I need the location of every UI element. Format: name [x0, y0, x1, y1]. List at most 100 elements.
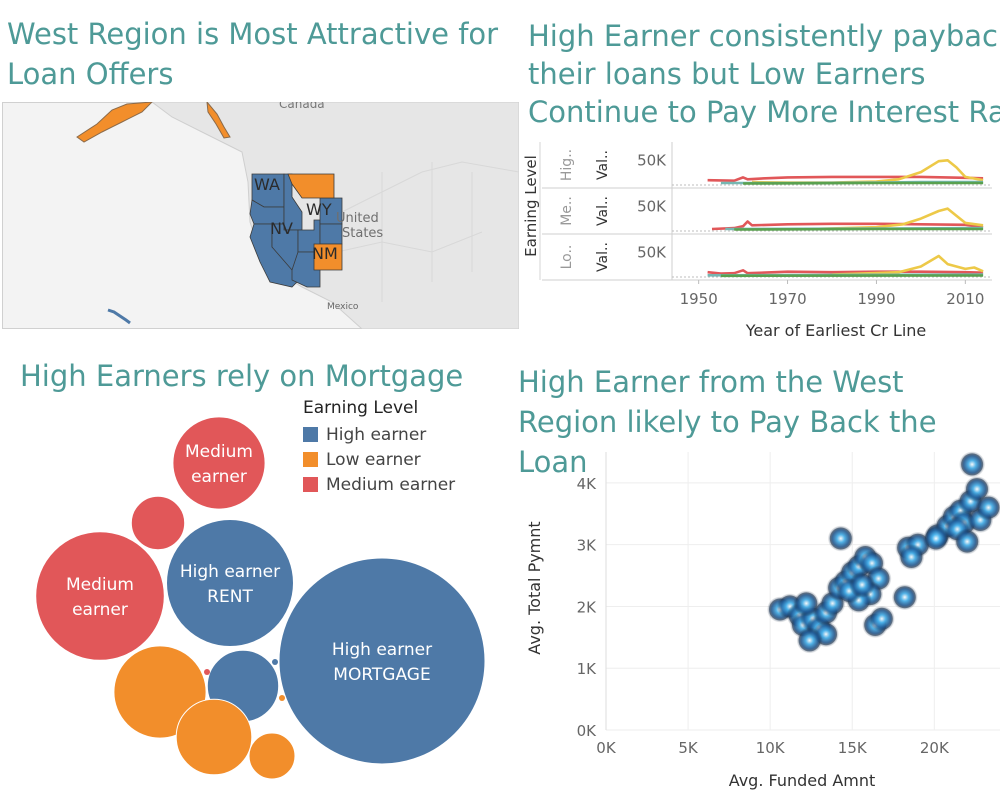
state-label-WA: WA — [254, 175, 280, 194]
x-tick-label: 10K — [756, 739, 786, 757]
x-tick-label: 1970 — [768, 290, 806, 308]
state-MT[interactable] — [287, 173, 335, 199]
facet-row-label: Me.. — [559, 196, 575, 226]
state-label-NM: NM — [312, 244, 338, 263]
label-states: States — [342, 226, 383, 241]
series-line — [809, 207, 984, 231]
bubble-label: earner — [72, 600, 128, 620]
bubble-tiny — [272, 659, 278, 665]
legend-title: Earning Level — [303, 398, 419, 418]
series-line — [751, 159, 984, 184]
bubble[interactable] — [175, 698, 253, 776]
y-tick-label: 4K — [577, 475, 598, 493]
bubble-circle — [35, 531, 165, 661]
x-tick-label: 0K — [596, 739, 617, 757]
bubble-tiny — [279, 695, 285, 701]
legend-item-medium[interactable]: Medium earner — [303, 472, 455, 497]
bubble-label: Medium — [66, 575, 134, 595]
bubble-label: Medium — [185, 442, 253, 462]
line-title-line-2: their loans but Low Earners — [528, 57, 926, 91]
row-axis-label: Earning Level — [522, 155, 540, 257]
density-point — [891, 584, 918, 611]
density-point — [959, 451, 986, 478]
density-point — [923, 525, 949, 552]
legend-swatch-high — [303, 427, 318, 442]
bubble[interactable] — [130, 495, 186, 551]
facet-row: Lo.. Val.. 50K — [542, 234, 992, 281]
facet-measure-label: Val.. — [595, 196, 611, 226]
state-borders — [341, 161, 519, 213]
density-point — [793, 590, 820, 617]
bubble-tiny — [204, 669, 210, 675]
legend-item-low[interactable]: Low earner — [303, 447, 455, 472]
bubble-chart[interactable]: High earner MORTGAGE High earner RENT Medium… — [0, 395, 500, 800]
facet-row-label: Hig.. — [559, 149, 575, 181]
bubble[interactable]: High earner RENT — [166, 519, 294, 647]
x-tick-label: 20K — [920, 739, 950, 757]
state-label-NV: NV — [270, 219, 293, 238]
state-HI[interactable] — [107, 308, 131, 325]
label-united: United — [336, 211, 379, 226]
y-tick-label: 0K — [577, 722, 598, 740]
x-tick-label: 1950 — [680, 290, 718, 308]
legend-swatch-low — [303, 452, 318, 467]
facet-measure-label: Val.. — [595, 150, 611, 180]
bubble-label: High earner — [180, 562, 280, 582]
series-line — [711, 220, 984, 231]
facet-row-label: Lo.. — [559, 245, 575, 270]
y-tick-label: 50K — [637, 197, 667, 215]
bubble[interactable] — [248, 732, 296, 780]
bubble-circle — [248, 732, 296, 780]
x-tick-label: 5K — [678, 739, 699, 757]
bubble-label: MORTGAGE — [333, 665, 430, 685]
x-axis-label: Year of Earliest Cr Line — [745, 321, 927, 340]
density-point — [827, 525, 854, 552]
bubble-label: High earner — [332, 640, 432, 660]
series-line — [743, 181, 984, 185]
x-tick-label: 2010 — [946, 290, 984, 308]
density-point — [868, 605, 895, 632]
y-tick-label: 50K — [637, 243, 667, 261]
bubble[interactable]: High earner MORTGAGE — [278, 557, 486, 765]
y-axis-label: Avg. Total Pymnt — [525, 521, 544, 654]
x-tick-label: 15K — [838, 739, 868, 757]
state-AK[interactable] — [76, 102, 153, 143]
facet-row: Me.. Val.. 50K — [542, 188, 992, 235]
bubble-circle — [175, 698, 253, 776]
legend-item-high[interactable]: High earner — [303, 422, 455, 447]
bubble-legend: Earning Level High earner Low earner Med… — [303, 398, 455, 497]
state-NM[interactable] — [313, 243, 343, 271]
density-point — [796, 627, 823, 654]
facet-measure-label: Val.. — [595, 242, 611, 272]
x-axis-label: Avg. Funded Amnt — [729, 771, 876, 790]
scatter-chart-title: High Earner from the West Region likely … — [518, 365, 937, 479]
us-map[interactable]: Canada United States Mexico WA NV WY NM — [2, 102, 519, 329]
legend-label-low: Low earner — [326, 449, 421, 470]
bubble[interactable]: Medium earner — [172, 416, 266, 510]
bubble-chart-title: High Earners rely on Mortgage — [20, 359, 464, 393]
bubble-circle — [172, 416, 266, 510]
bubble-circle — [278, 557, 486, 765]
y-tick-label: 2K — [577, 598, 598, 616]
bubble[interactable]: Medium earner — [35, 531, 165, 661]
legend-swatch-medium — [303, 477, 318, 492]
y-tick-label: 3K — [577, 537, 598, 555]
legend-label-high: High earner — [326, 424, 427, 445]
bubble-label: earner — [191, 467, 247, 487]
density-point — [849, 571, 876, 598]
series-line — [831, 254, 984, 276]
legend-label-medium: Medium earner — [326, 474, 456, 495]
scatter-chart[interactable]: 0K 5K 10K 15K 20K 0K 1K 2K 3K 4K Avg. Funded Amnt A… — [518, 440, 1000, 800]
bubble-circle — [130, 495, 186, 551]
y-tick-label: 1K — [577, 660, 598, 678]
state-AZ[interactable] — [291, 251, 321, 288]
facet-row: Hig.. Val.. 50K — [542, 142, 992, 189]
density-point — [954, 528, 981, 555]
series-line — [707, 175, 984, 182]
state-AK-panhandle[interactable] — [206, 102, 231, 139]
label-mexico: Mexico — [327, 302, 359, 312]
state-CO[interactable] — [319, 223, 343, 245]
line-title-line-3: Continue to Pay More Interest Rates — [528, 95, 1000, 129]
line-chart-title: High Earner consistently payback their l… — [528, 17, 1000, 131]
